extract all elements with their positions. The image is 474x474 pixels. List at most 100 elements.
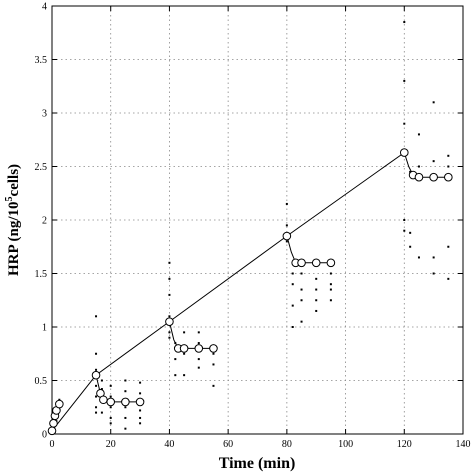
raw-point (403, 79, 406, 82)
raw-point (95, 384, 98, 387)
x-tick-label: 60 (223, 439, 233, 450)
raw-point (109, 395, 112, 398)
raw-point (329, 288, 332, 291)
y-tick-label: 2 (42, 216, 47, 227)
raw-point (168, 261, 171, 264)
raw-point (212, 363, 215, 366)
y-tick-label: 1 (42, 323, 47, 334)
y-tick-label: 3 (42, 109, 47, 120)
raw-point (183, 374, 186, 377)
raw-point (95, 411, 98, 414)
x-axis-label: Time (min) (219, 455, 296, 472)
raw-point (403, 122, 406, 125)
raw-point (139, 422, 142, 425)
raw-point (212, 384, 215, 387)
y-tick-label: 2.5 (35, 162, 48, 173)
raw-point (291, 326, 294, 328)
raw-point (168, 277, 171, 280)
raw-point (300, 299, 303, 302)
raw-point (447, 165, 450, 168)
raw-point (329, 299, 332, 302)
raw-point (197, 358, 200, 361)
raw-point (109, 416, 112, 419)
raw-point (183, 352, 186, 355)
plot-area (52, 6, 463, 434)
raw-point (139, 392, 142, 395)
raw-point (174, 342, 177, 345)
mean-marker (106, 397, 116, 407)
y-tick-label: 3.5 (35, 55, 48, 66)
mean-marker (47, 426, 57, 436)
y-axis-label-main: HRP (ng/10 (6, 201, 22, 276)
raw-point (315, 299, 318, 302)
raw-point (432, 272, 435, 275)
mean-markers (47, 148, 453, 436)
mean-marker (282, 231, 292, 241)
raw-point (300, 320, 303, 323)
mean-marker (444, 172, 453, 182)
raw-point (95, 395, 98, 398)
raw-point (183, 331, 186, 334)
mean-marker (165, 317, 174, 326)
raw-point (409, 231, 412, 234)
raw-point (417, 165, 420, 168)
raw-point (124, 416, 127, 419)
x-tick-label: 0 (50, 439, 55, 450)
raw-point (95, 352, 98, 355)
raw-point (95, 315, 98, 318)
raw-point (174, 374, 177, 377)
y-tick-label: 1.5 (35, 269, 48, 280)
raw-point (197, 342, 200, 345)
raw-point (168, 336, 171, 339)
mean-marker (311, 258, 321, 268)
raw-point (95, 406, 98, 409)
raw-point (109, 384, 112, 387)
raw-point (174, 358, 177, 361)
raw-point (95, 368, 98, 371)
mean-marker (297, 258, 306, 268)
raw-point (291, 283, 294, 286)
raw-point (285, 240, 288, 243)
mean-marker (414, 172, 424, 182)
mean-marker (326, 258, 336, 268)
raw-point (329, 272, 332, 275)
raw-point (329, 283, 332, 286)
mean-marker (399, 148, 409, 157)
raw-point (417, 256, 420, 259)
raw-point (100, 388, 103, 391)
mean-marker (179, 344, 189, 353)
raw-point (403, 21, 406, 24)
mean-marker (121, 397, 130, 407)
raw-point (432, 101, 435, 104)
x-tick-label: 40 (164, 439, 174, 450)
raw-point (315, 277, 318, 280)
raw-point (291, 272, 294, 275)
raw-point (409, 245, 412, 248)
raw-point (417, 133, 420, 136)
raw-point (212, 352, 215, 355)
x-tick-label: 100 (338, 439, 353, 450)
raw-point (300, 288, 303, 291)
raw-point (124, 427, 127, 430)
mean-marker (99, 395, 108, 405)
raw-point (447, 154, 450, 157)
x-tick-label: 140 (456, 439, 471, 450)
y-tick-label: 0 (42, 430, 47, 441)
x-tick-label: 120 (397, 439, 412, 450)
raw-point (285, 224, 288, 227)
raw-point (409, 170, 412, 173)
raw-point (124, 406, 127, 409)
x-tick-label: 80 (282, 439, 292, 450)
x-tick-label: 20 (106, 439, 116, 450)
raw-point (109, 422, 112, 425)
y-axis-label-unit: cells) (6, 164, 22, 196)
raw-point (291, 304, 294, 307)
raw-point (432, 256, 435, 259)
raw-point (300, 272, 303, 275)
mean-marker (91, 370, 101, 380)
raw-point (168, 315, 171, 318)
mean-marker (135, 397, 145, 407)
mean-marker (194, 344, 204, 353)
raw-point (403, 219, 406, 221)
